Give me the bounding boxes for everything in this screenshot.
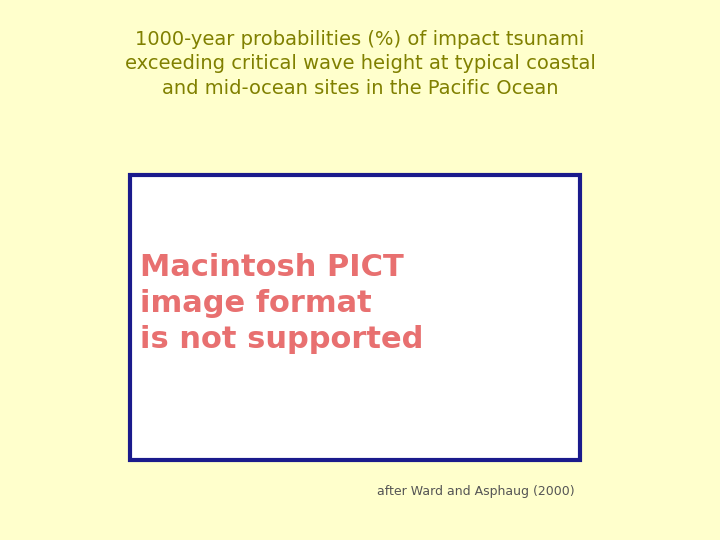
Text: 1000-year probabilities (%) of impact tsunami
exceeding critical wave height at : 1000-year probabilities (%) of impact ts… [125, 30, 595, 98]
Text: after Ward and Asphaug (2000): after Ward and Asphaug (2000) [377, 485, 575, 498]
Bar [130, 175, 580, 460]
Text: Macintosh PICT
image format
is not supported: Macintosh PICT image format is not suppo… [140, 253, 423, 354]
